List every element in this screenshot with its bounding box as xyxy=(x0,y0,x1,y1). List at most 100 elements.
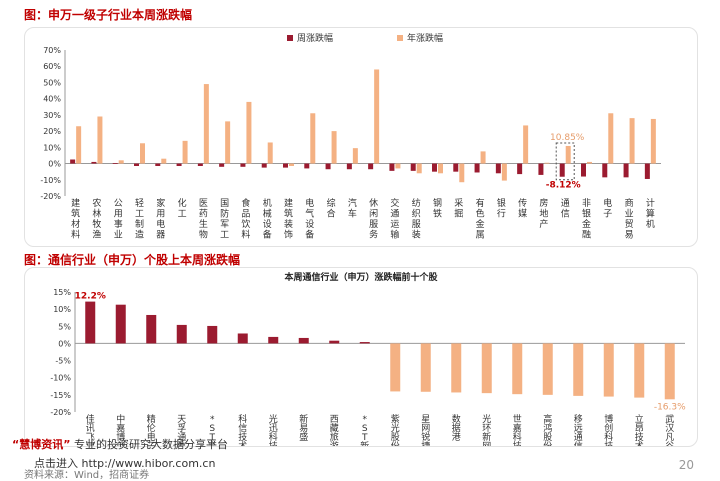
category-label: 采掘 xyxy=(454,198,463,220)
page-number: 20 xyxy=(678,458,694,472)
stock-label: 光迅科技 xyxy=(269,413,278,446)
y-tick-label: 5% xyxy=(58,322,71,331)
year-bar xyxy=(523,125,529,164)
year-value-label: 10.85% xyxy=(550,133,585,143)
stock-bar xyxy=(268,336,279,344)
stock-label: 新易盛 xyxy=(299,413,308,443)
watermark-line: “慧博资讯” 专业的投资研究大数据分享平台 xyxy=(12,436,228,452)
year-bar xyxy=(416,163,422,174)
year-bar xyxy=(650,118,656,164)
stock-bar xyxy=(420,343,431,392)
stock-bar xyxy=(634,343,645,398)
week-bar xyxy=(410,163,416,171)
category-label: 电气设备 xyxy=(305,197,314,241)
week-bar xyxy=(453,163,459,172)
category-label: 银行 xyxy=(497,197,506,220)
year-bar xyxy=(459,163,465,183)
stock-label: 武汉凡谷 xyxy=(665,413,674,446)
year-bar xyxy=(501,163,507,181)
stock-chart-panel: 本周通信行业（申万）涨跌幅前十个股 -20% -15% -10% -5% 0% 5% 10% 1… xyxy=(24,267,698,447)
year-bar xyxy=(225,121,231,164)
week-bar xyxy=(70,159,76,164)
min-value-label: -16.3% xyxy=(654,402,686,412)
week-bar xyxy=(602,163,608,178)
chart2-title: 本周通信行业（申万）涨跌幅前十个股 xyxy=(284,271,438,283)
chart1-heading: 图：申万一级子行业本周涨跌幅 xyxy=(24,8,193,22)
stock-label: 博创科技 xyxy=(604,413,613,446)
year-bar xyxy=(629,118,635,164)
week-bar xyxy=(389,163,395,171)
y-tick-label: 20% xyxy=(43,127,61,136)
stock-bar xyxy=(85,301,96,344)
stock-label: 中嘉博创 xyxy=(116,413,125,446)
year-bar xyxy=(97,116,103,164)
category-label: 房地产 xyxy=(539,197,548,230)
y-tick-label: 60% xyxy=(43,62,61,71)
week-bar xyxy=(112,163,118,164)
stock-bar xyxy=(176,324,187,344)
year-bar xyxy=(289,163,294,166)
category-label: 汽车 xyxy=(348,197,357,220)
week-bar xyxy=(304,163,310,169)
year-bar xyxy=(140,143,145,164)
y-tick-label: -20% xyxy=(40,192,61,201)
category-label: 公用事业 xyxy=(114,198,123,241)
industry-chart-panel: -20% -10% 0% 10% 20% 30% 40% 50% 60% 70% 建筑材料 农林牧渔 公… xyxy=(24,27,698,247)
category-label: 建筑材料 xyxy=(71,197,80,241)
y-tick-label: -10% xyxy=(40,176,61,185)
category-label: 综合 xyxy=(327,197,336,220)
stock-label: 西藏旅游 xyxy=(330,414,339,446)
legend-week-swatch xyxy=(287,35,293,41)
year-bar xyxy=(565,145,571,164)
stock-label: 立昂技术 xyxy=(635,413,644,446)
week-bar xyxy=(261,163,267,168)
category-label: 商业贸易 xyxy=(625,197,634,241)
year-bar xyxy=(246,101,252,164)
week-bar xyxy=(581,163,586,177)
watermark-brand: “慧博资讯” xyxy=(12,438,71,451)
y-tick-label: 0% xyxy=(58,339,71,348)
category-label: 钢铁 xyxy=(433,197,442,220)
stock-label: *ST高升 xyxy=(208,415,217,446)
year-bar xyxy=(608,113,614,164)
y-tick-label: 0% xyxy=(48,160,61,169)
y-tick-label: 10% xyxy=(43,143,61,152)
year-bar xyxy=(374,69,380,164)
week-bar xyxy=(176,163,182,166)
week-bar xyxy=(134,163,139,166)
legend-year-swatch xyxy=(397,35,403,41)
category-label: 电子 xyxy=(603,197,612,220)
week-bar xyxy=(644,163,650,179)
data-source: 资料来源：Wind，招商证券 xyxy=(24,470,150,481)
stock-bar xyxy=(603,343,614,397)
week-bar xyxy=(495,163,501,174)
stock-bar xyxy=(542,343,553,395)
year-bar xyxy=(76,126,82,164)
week-bar xyxy=(432,163,437,172)
category-label: 机械设备 xyxy=(263,197,272,241)
watermark-text: 专业的投资研究大数据分享平台 xyxy=(73,438,228,451)
stock-label: 科信技术 xyxy=(238,413,247,446)
week-bar xyxy=(559,163,565,177)
category-label: 医药生物 xyxy=(199,198,208,241)
week-bar xyxy=(538,163,544,175)
stock-label: 高鸿股份 xyxy=(543,413,552,446)
year-bar xyxy=(352,148,358,164)
category-label: 建筑装饰 xyxy=(284,197,293,241)
stock-bar xyxy=(451,343,462,393)
category-label: 国防军工 xyxy=(220,198,229,241)
category-label: 非银金融 xyxy=(582,197,591,241)
y-tick-label: 50% xyxy=(43,78,61,87)
stock-bar xyxy=(237,333,248,344)
year-bar xyxy=(395,163,401,169)
week-bar xyxy=(91,161,97,164)
industry-bar-chart: -20% -10% 0% 10% 20% 30% 40% 50% 60% 70% 建筑材料 农林牧渔 公… xyxy=(40,32,661,241)
week-bar xyxy=(197,163,203,166)
category-label: 通信 xyxy=(561,198,570,220)
y-tick-label: 30% xyxy=(43,111,61,120)
watermark-url[interactable]: 点击进入 http://www.hibor.com.cn xyxy=(34,457,216,470)
week-bar xyxy=(219,163,225,167)
y-tick-label: 10% xyxy=(53,305,71,314)
max-value-label: 12.2% xyxy=(75,292,106,302)
category-label: 有色金属 xyxy=(476,197,485,241)
